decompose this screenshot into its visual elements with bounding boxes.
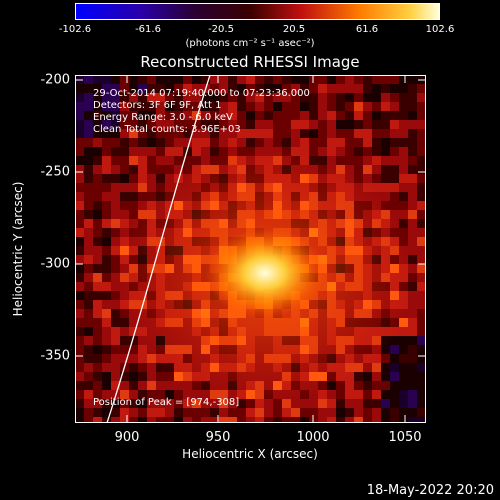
x-tick-label: 1000 xyxy=(296,430,330,445)
y-tick-label: -350 xyxy=(40,348,70,364)
plot-frame xyxy=(75,75,426,423)
axis-ticks xyxy=(75,75,426,423)
colorbar-units: (photons cm⁻² s⁻¹ asec⁻²) xyxy=(185,38,315,49)
colorbar-tick: 61.6 xyxy=(355,24,379,35)
y-axis-label: Heliocentric Y (arcsec) xyxy=(11,181,25,317)
footer-timestamp: 18-May-2022 20:20 xyxy=(366,483,494,498)
y-tick-label: -300 xyxy=(40,256,70,272)
colorbar-tick: -102.6 xyxy=(58,24,92,35)
info-detectors: Detectors: 3F 6F 9F, Att 1 xyxy=(93,100,222,111)
info-total-counts: Clean Total counts: 3.96E+03 xyxy=(93,124,241,135)
colorbar-tick: -20.5 xyxy=(208,24,234,35)
y-tick-label: -200 xyxy=(40,72,70,88)
colorbar-tick: -61.6 xyxy=(135,24,161,35)
solar-limb-line xyxy=(106,75,211,423)
colorbar-tick: 20.5 xyxy=(282,24,306,35)
info-time-range: 29-Oct-2014 07:19:40.000 to 07:23:36.000 xyxy=(93,88,310,99)
x-tick-label: 1050 xyxy=(388,430,422,445)
y-tick-label: -250 xyxy=(40,164,70,180)
x-axis-label: Heliocentric X (arcsec) xyxy=(182,447,318,461)
x-tick-label: 950 xyxy=(205,430,231,445)
emission-core xyxy=(205,228,325,318)
rhessi-image xyxy=(75,75,426,423)
colorbar xyxy=(75,3,440,20)
plot-title: Reconstructed RHESSI Image xyxy=(140,53,360,71)
image-canvas xyxy=(75,75,426,423)
colorbar-tick: 102.6 xyxy=(425,24,455,35)
x-tick-label: 900 xyxy=(114,430,140,445)
peak-position: Position of Peak = [974,-308] xyxy=(93,397,240,408)
info-energy-range: Energy Range: 3.0 - 6.0 keV xyxy=(93,112,233,123)
